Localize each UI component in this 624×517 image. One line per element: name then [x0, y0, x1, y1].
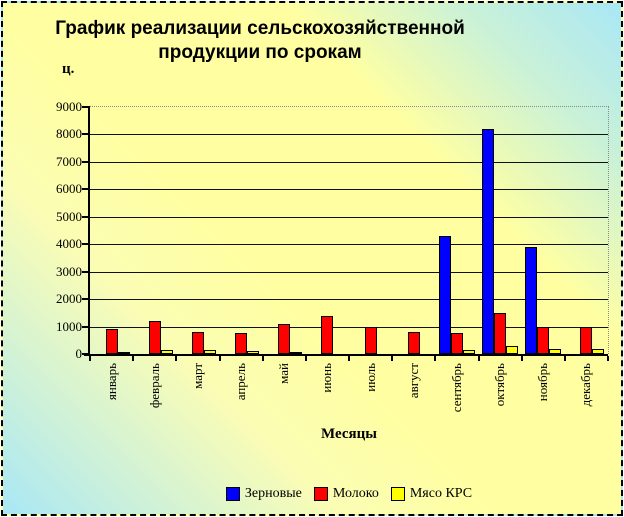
x-axis-tick	[175, 356, 178, 361]
bar	[525, 246, 538, 354]
legend-color-swatch	[390, 486, 405, 501]
y-axis-tick-label: 0	[75, 346, 83, 361]
y-axis-tick	[82, 215, 88, 218]
x-axis-tick	[477, 356, 480, 361]
x-axis-category-label: декабрь	[578, 363, 594, 407]
x-axis-category-label: март	[189, 363, 205, 389]
bar	[148, 321, 161, 354]
x-axis-tick	[434, 356, 437, 361]
x-axis-category-label: октябрь	[492, 363, 508, 407]
y-axis-tick	[82, 188, 88, 191]
bar	[235, 333, 248, 354]
chart-title-line1: График реализации сельскохозяйственной	[55, 18, 465, 39]
x-axis-category-label: июль	[362, 363, 378, 392]
x-axis-category-label: январь	[103, 363, 119, 401]
x-axis-tick	[563, 356, 566, 361]
bar	[290, 351, 303, 354]
legend-color-swatch	[313, 486, 328, 501]
y-axis-unit-label: ц.	[62, 61, 75, 77]
legend-item: Зерновые	[225, 486, 302, 501]
y-axis-tick	[82, 325, 88, 328]
bar	[549, 348, 562, 354]
gridline	[90, 299, 608, 301]
x-axis-category-label: май	[276, 363, 292, 384]
legend-color-swatch	[225, 486, 240, 501]
bar	[506, 345, 519, 354]
bar	[580, 326, 593, 354]
legend: Зерновые Молоко Мясо КРС	[90, 486, 608, 501]
y-axis-tick-label: 2000	[56, 291, 82, 307]
x-axis-tick	[89, 356, 91, 361]
bar	[117, 352, 130, 354]
bar	[482, 128, 495, 354]
gridline	[90, 189, 608, 191]
x-axis-tick	[261, 356, 264, 361]
bar	[105, 329, 118, 354]
x-axis-tick	[218, 356, 221, 361]
y-axis-tick-label: 7000	[56, 153, 82, 169]
bar	[160, 349, 173, 354]
x-axis-tick	[607, 356, 609, 361]
x-axis-category-label: ноябрь	[535, 363, 551, 402]
y-axis-tick-label: 6000	[56, 181, 82, 197]
y-axis-tick	[82, 133, 88, 136]
gridline	[90, 244, 608, 246]
legend-item: Молоко	[313, 486, 379, 501]
x-axis-category-label: август	[405, 363, 421, 399]
y-axis-tick-label: 4000	[56, 236, 82, 252]
bar	[537, 326, 550, 354]
x-axis-tick	[132, 356, 135, 361]
x-axis-tick	[304, 356, 307, 361]
gridline	[90, 134, 608, 136]
x-axis-category-label: июнь	[319, 363, 335, 393]
bar	[592, 348, 605, 354]
x-axis-tick	[391, 356, 394, 361]
bar	[203, 349, 216, 354]
y-axis-tick	[82, 270, 88, 273]
x-axis-title: Месяцы	[321, 426, 377, 442]
chart-title: График реализации сельскохозяйственной п…	[15, 17, 505, 65]
x-axis-tick	[348, 356, 350, 361]
bar	[438, 236, 451, 354]
plot-area: 0 1000 2000 3000 4000 5000 6000 7000 8000 9000 янв…	[56, 100, 609, 412]
bar	[247, 351, 260, 354]
bar	[462, 349, 475, 354]
y-axis-tick-label: 1000	[56, 318, 82, 334]
y-axis-tick	[82, 353, 88, 355]
gridline	[90, 216, 608, 218]
bar	[450, 333, 463, 354]
legend-label: Мясо КРС	[409, 486, 473, 501]
y-axis-line	[88, 106, 90, 354]
y-axis-tick	[82, 243, 88, 246]
x-axis-line	[84, 354, 608, 356]
y-axis-tick-label: 5000	[56, 208, 82, 224]
bar	[278, 323, 291, 354]
x-axis-category-label: сентябрь	[448, 363, 464, 413]
legend-label: Молоко	[332, 486, 379, 501]
gridline	[90, 271, 608, 273]
x-axis-category-label: февраль	[146, 363, 162, 409]
legend-label: Зерновые	[244, 486, 302, 501]
bar	[407, 332, 420, 354]
bar	[321, 315, 334, 354]
y-axis-tick	[82, 106, 88, 108]
chart-title-line2: продукции по срокам	[158, 42, 362, 63]
x-axis-category-label: апрель	[233, 363, 249, 401]
y-axis-tick-label: 8000	[56, 126, 82, 142]
bar	[494, 312, 507, 354]
bar	[191, 332, 204, 354]
legend-item: Мясо КРС	[390, 486, 473, 501]
y-axis-tick	[82, 298, 88, 301]
gridline	[90, 326, 608, 328]
gridline	[90, 161, 608, 163]
y-axis-tick	[82, 160, 88, 163]
y-axis-tick-label: 3000	[56, 263, 82, 279]
y-axis-tick-label: 9000	[56, 99, 82, 114]
x-axis-tick	[520, 356, 523, 361]
bar	[364, 326, 377, 354]
